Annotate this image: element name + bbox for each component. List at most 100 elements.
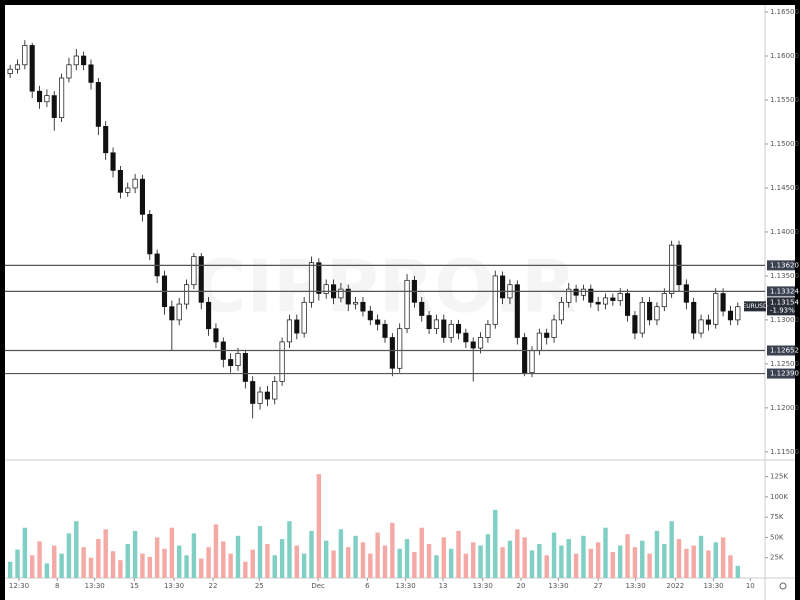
- candle-body: [705, 319, 711, 325]
- candle-body: [132, 178, 138, 189]
- level-label: 1.12390: [770, 370, 799, 378]
- x-tick-label: 13:30: [703, 582, 723, 590]
- x-tick-label: 25: [255, 582, 264, 590]
- y-tick-label: 1.12500: [770, 360, 799, 368]
- x-tick-label: 13:30: [548, 582, 568, 590]
- volume-bar: [426, 543, 432, 578]
- candle-body: [661, 293, 667, 308]
- x-tick-label: 6: [365, 582, 370, 590]
- volume-bar: [176, 545, 182, 578]
- volume-bar: [301, 553, 307, 578]
- candle-body: [147, 213, 153, 255]
- x-tick-label: 22: [209, 582, 218, 590]
- volume-bar: [478, 545, 483, 578]
- volume-bar: [603, 527, 608, 578]
- volume-bar: [346, 547, 351, 578]
- watermark: CIPPRO.R: [193, 245, 576, 329]
- candle-body: [647, 301, 653, 321]
- candle-body: [500, 275, 506, 299]
- volume-bar: [390, 522, 395, 578]
- candle-body: [316, 262, 322, 294]
- x-tick-label: 13:30: [473, 582, 493, 590]
- candle-body: [713, 293, 719, 325]
- volume-bar: [537, 543, 542, 578]
- volume-bar: [448, 548, 454, 578]
- volume-bar: [500, 547, 505, 578]
- x-tick-label: 8: [55, 582, 59, 590]
- candle-body: [397, 328, 403, 369]
- candle-body: [257, 391, 263, 404]
- candle-body: [463, 332, 469, 343]
- volume-bar: [404, 539, 410, 578]
- candle-body: [514, 284, 520, 338]
- volume-bar: [81, 547, 86, 578]
- volume-bar: [221, 541, 226, 578]
- candle-body: [654, 306, 660, 321]
- volume-bar: [397, 548, 402, 578]
- volume-bar: [110, 551, 116, 578]
- volume-bar: [515, 529, 520, 578]
- x-tick-label: 10: [746, 582, 755, 590]
- symbol-label: EURUSD: [742, 303, 768, 310]
- candle-body: [382, 323, 388, 338]
- candle-body: [279, 341, 285, 382]
- y-tick-label: 1.13500: [770, 272, 799, 280]
- candle-body: [272, 381, 278, 400]
- y-tick-label: 1.12000: [770, 404, 799, 412]
- candle-body: [323, 284, 329, 294]
- level-label: 1.13620: [770, 261, 799, 269]
- candle-body: [624, 293, 631, 316]
- volume-bar: [184, 555, 189, 578]
- candle-body: [367, 310, 373, 321]
- candle-body: [103, 126, 109, 154]
- candle-body: [617, 293, 623, 301]
- volume-bar: [154, 537, 160, 578]
- volume-bar: [654, 530, 660, 578]
- volume-bar: [456, 530, 461, 578]
- x-tick-label: 12:30: [9, 582, 29, 590]
- candle-body: [588, 288, 594, 303]
- volume-bar: [162, 548, 167, 578]
- volume-bar: [169, 527, 175, 578]
- candle-body: [683, 284, 689, 303]
- candle-body: [95, 82, 101, 127]
- volume-bar: [507, 540, 513, 578]
- x-tick-label: 2022: [666, 582, 684, 590]
- candle-body: [88, 64, 94, 83]
- volume-bar: [338, 529, 344, 578]
- volume-bar: [272, 555, 277, 578]
- volume-bar: [684, 548, 689, 578]
- volume-bar: [279, 539, 285, 578]
- candle-body: [529, 350, 535, 374]
- volume-bar: [662, 543, 667, 578]
- level-label: 1.13324: [770, 287, 799, 295]
- volume-bar: [323, 540, 329, 578]
- volume-bar: [7, 561, 13, 578]
- candle-body: [389, 337, 395, 369]
- x-tick-label: 15: [130, 582, 139, 590]
- volume-tick-label: 125K: [770, 473, 788, 481]
- volume-bar: [125, 543, 130, 578]
- change-label: -1.93%: [770, 306, 795, 314]
- candle-body: [169, 306, 175, 321]
- volume-bar: [52, 545, 57, 578]
- candle-body: [294, 319, 300, 334]
- last-price-label: 1.13154: [770, 298, 799, 306]
- candle-body: [183, 284, 190, 305]
- volume-bar: [74, 521, 79, 578]
- volume-bar: [287, 521, 292, 578]
- volume-bar: [669, 521, 674, 578]
- candle-body: [404, 279, 410, 330]
- volume-bar: [199, 558, 204, 578]
- candle-body: [125, 187, 131, 193]
- volume-bar: [640, 540, 645, 578]
- volume-bar: [353, 535, 358, 578]
- settings-icon[interactable]: [779, 582, 787, 590]
- volume-bar: [691, 545, 696, 578]
- volume-bar: [37, 541, 42, 578]
- candle-body: [522, 337, 528, 374]
- candle-body: [375, 319, 381, 325]
- candle-body: [250, 381, 256, 404]
- x-tick-label: 13: [439, 582, 448, 590]
